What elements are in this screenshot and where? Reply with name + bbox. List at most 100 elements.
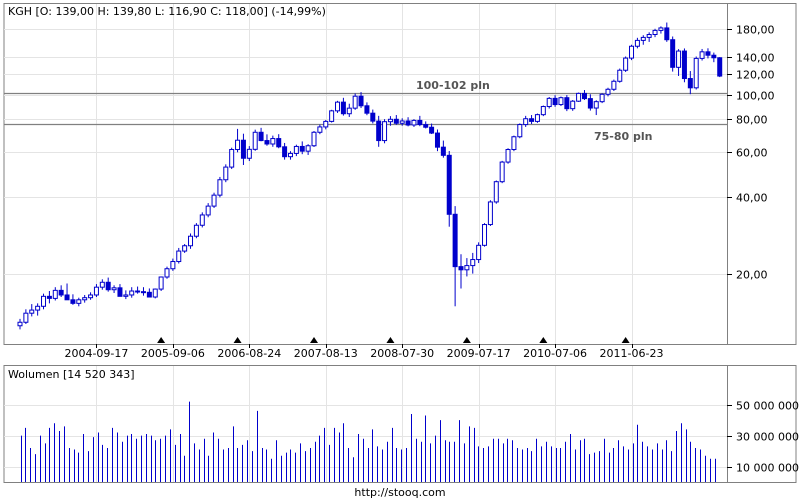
candle-body-up	[523, 118, 529, 126]
candle-body-up	[346, 107, 352, 115]
candle-body-up	[217, 179, 223, 196]
candle	[693, 56, 699, 90]
candle	[111, 285, 117, 293]
candle	[117, 284, 123, 297]
candle	[581, 90, 587, 101]
candle	[299, 141, 305, 155]
candle	[246, 146, 252, 162]
candle	[276, 134, 282, 149]
candle	[705, 48, 711, 59]
candle-body-down	[711, 54, 717, 59]
candle	[505, 148, 511, 164]
candle-body-up	[540, 106, 546, 116]
candle-body-down	[423, 124, 429, 128]
candle	[476, 242, 482, 264]
candle-body-down	[681, 50, 687, 80]
candle-body-up	[311, 131, 317, 147]
candle	[652, 28, 658, 38]
candle	[558, 96, 564, 107]
candle-body-up	[499, 161, 505, 183]
candle	[199, 212, 205, 228]
candle-body-down	[117, 287, 123, 297]
candle	[523, 115, 529, 127]
candle	[540, 105, 546, 117]
candle	[658, 26, 664, 34]
candle-body-up	[176, 250, 182, 263]
candle	[282, 142, 288, 160]
candle-body-up	[52, 289, 58, 299]
candle	[634, 37, 640, 49]
volume-tick-label: 30 000 000	[736, 431, 799, 444]
candle	[493, 180, 499, 204]
candle-body-down	[446, 154, 452, 215]
candle	[393, 115, 399, 125]
candle	[58, 285, 64, 298]
x-tick-label: 2006-08-24	[217, 347, 281, 360]
candle-body-down	[240, 139, 246, 159]
candle	[82, 294, 88, 303]
candle	[387, 116, 393, 126]
price-panel-frame	[3, 3, 797, 345]
candle-body-up	[476, 244, 482, 261]
candle-body-up	[111, 287, 117, 291]
candle	[564, 95, 570, 112]
candle-body-down	[440, 146, 446, 156]
candle-body-up	[676, 50, 682, 68]
x-tick-label: 2008-07-30	[370, 347, 434, 360]
candle-body-down	[105, 281, 111, 291]
candle-body-up	[41, 295, 47, 307]
candle-body-up	[205, 205, 211, 216]
candle	[717, 57, 723, 78]
candle-body-up	[382, 121, 388, 142]
candle-body-up	[611, 80, 617, 90]
candle-body-down	[299, 145, 305, 152]
candle	[170, 258, 176, 271]
candle	[440, 140, 446, 158]
event-marker-triangle	[462, 337, 471, 343]
candle	[617, 68, 623, 83]
price-tick-label: 20,00	[736, 269, 768, 282]
candle-body-down	[705, 51, 711, 56]
candle	[429, 123, 435, 135]
candle-body-up	[76, 299, 82, 304]
candle-body-down	[282, 146, 288, 158]
candle-body-up	[593, 101, 599, 109]
candle-body-up	[546, 97, 552, 108]
candle-body-down	[258, 131, 264, 142]
candle-body-down	[58, 289, 64, 296]
candle	[164, 266, 170, 279]
candle	[370, 109, 376, 124]
candle	[182, 244, 188, 253]
candle	[499, 160, 505, 184]
price-tick-label: 40,00	[736, 192, 768, 205]
candle	[529, 115, 535, 124]
candle	[346, 103, 352, 117]
candle-body-down	[340, 101, 346, 115]
candle	[99, 279, 105, 290]
price-tick-label: 140,00	[736, 52, 775, 65]
candle	[687, 71, 693, 95]
candle	[252, 129, 258, 151]
candle	[670, 36, 676, 72]
price-y-ticks: 20,00 40,00 60,00 80,00 100,00 120,00 140,00 18…	[727, 24, 775, 282]
candle-body-down	[552, 97, 558, 106]
price-tick-label: 60,00	[736, 147, 768, 160]
event-marker-triangle	[157, 337, 166, 343]
candle-body-up	[293, 145, 299, 154]
candle	[311, 131, 317, 147]
candle	[188, 233, 194, 249]
volume-tick-label: 50 000 000	[736, 400, 799, 413]
candle	[511, 135, 517, 152]
candle	[611, 79, 617, 92]
candle-body-up	[164, 268, 170, 278]
event-marker-triangle	[539, 337, 548, 343]
candle-body-up	[517, 124, 523, 138]
candle	[640, 35, 646, 45]
candle	[599, 93, 605, 104]
price-tick-label: 80,00	[736, 114, 768, 127]
candle-body-up	[640, 36, 646, 41]
candle-body-down	[70, 299, 76, 304]
footer-url: http://stooq.com	[354, 486, 445, 499]
candle	[587, 94, 593, 111]
candle	[470, 252, 476, 274]
